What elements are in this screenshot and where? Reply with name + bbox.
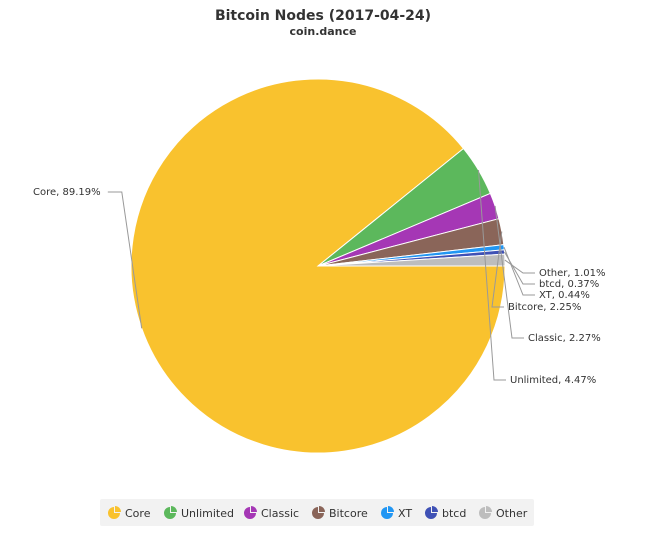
legend-item-classic[interactable]: Classic [244,506,299,520]
leader-line-unlimited [478,170,506,381]
leader-line-btcd [504,251,535,285]
slice-label-btcd: btcd, 0.37% [539,279,599,290]
slice-label-unlimited: Unlimited, 4.47% [510,375,596,386]
leader-line-other [504,259,535,274]
legend-item-other[interactable]: Other [479,506,528,520]
slice-label-xt: XT, 0.44% [539,290,590,301]
leader-line-classic [494,205,524,339]
slice-label-classic: Classic, 2.27% [528,333,601,344]
legend-pie-wedge-xt [388,506,394,512]
legend-item-bitcore[interactable]: Bitcore [312,506,368,520]
legend-label-bitcore: Bitcore [329,507,368,520]
legend-item-xt[interactable]: XT [381,506,412,520]
legend-pie-icon-unlimited [164,507,176,519]
legend-item-btcd[interactable]: btcd [425,506,466,520]
legend-pie-icon-xt [381,507,393,519]
legend-label-other: Other [496,507,528,520]
legend-item-unlimited[interactable]: Unlimited [164,506,234,520]
legend-item-core[interactable]: Core [108,506,151,520]
legend-pie-icon-classic [244,507,256,519]
legend-pie-wedge-btcd [432,506,438,512]
legend-pie-wedge-core [115,506,121,512]
legend-label-classic: Classic [261,507,299,520]
legend-label-core: Core [125,507,151,520]
legend-label-unlimited: Unlimited [181,507,234,520]
pie-slices [130,78,506,454]
slice-labels: Core, 89.19% Unlimited, 4.47% Classic, 2.2… [33,170,606,386]
legend-label-btcd: btcd [442,507,466,520]
legend-pie-wedge-classic [251,506,257,512]
slice-label-bitcore: Bitcore, 2.25% [508,302,581,313]
legend-pie-icon-bitcore [312,507,324,519]
legend-pie-wedge-bitcore [319,506,325,512]
leader-line-core [107,191,143,329]
slice-label-other: Other, 1.01% [539,268,606,279]
slice-label-core: Core, 89.19% [33,187,101,198]
legend-pie-icon-other [479,507,491,519]
chart-subtitle: coin.dance [290,25,357,38]
leader-line-bitcore [491,231,504,308]
legend-pie-icon-btcd [425,507,437,519]
legend-label-xt: XT [398,507,412,520]
chart-title: Bitcoin Nodes (2017-04-24) [215,8,431,24]
legend-pie-wedge-unlimited [171,506,177,512]
legend-pie-wedge-other [486,506,492,512]
legend: Core Unlimited Classic Bitcore XT btcd Other [100,499,534,526]
legend-pie-icon-core [108,507,120,519]
